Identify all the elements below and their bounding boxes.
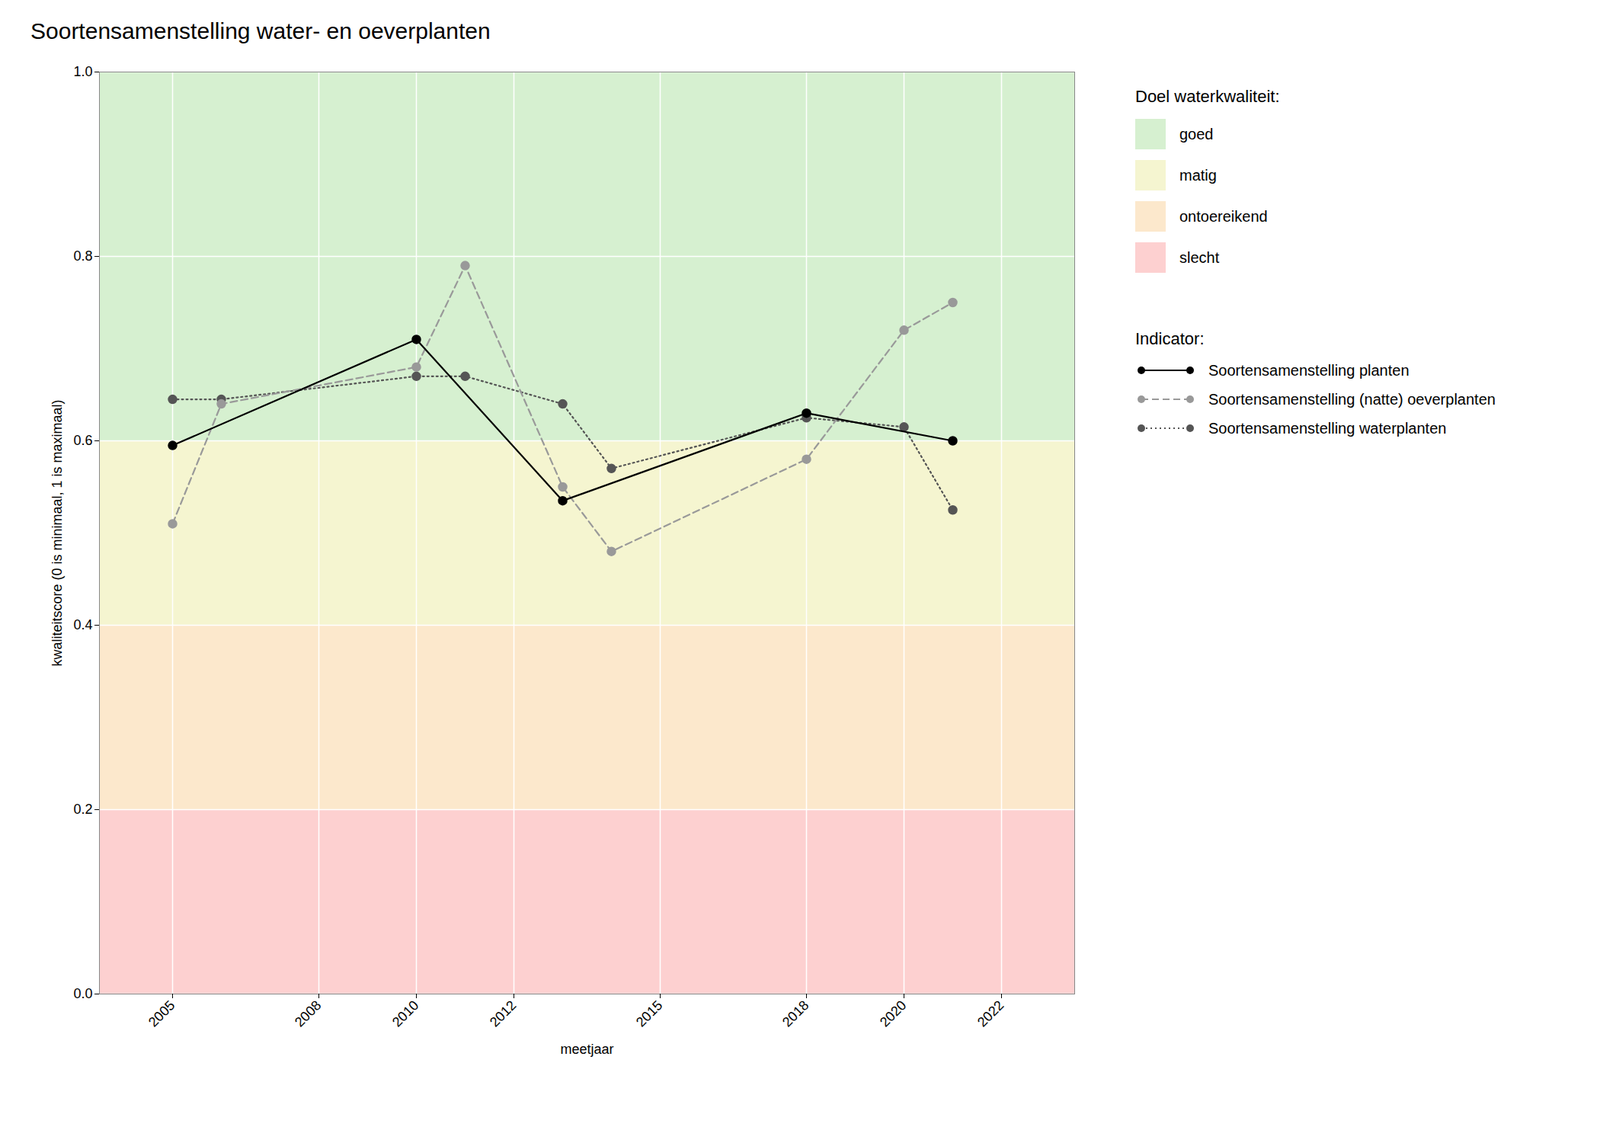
- svg-text:2010: 2010: [389, 997, 422, 1030]
- svg-text:0.8: 0.8: [73, 248, 93, 264]
- svg-text:kwaliteitscore (0 is minimaal,: kwaliteitscore (0 is minimaal, 1 is maxi…: [49, 399, 65, 666]
- svg-text:1.0: 1.0: [73, 64, 93, 80]
- svg-text:2008: 2008: [291, 997, 324, 1030]
- svg-text:2020: 2020: [876, 997, 909, 1030]
- svg-text:meetjaar: meetjaar: [560, 1041, 614, 1057]
- svg-text:2018: 2018: [779, 997, 812, 1030]
- html-text:ontoereikend: ontoereikend: [1179, 207, 1268, 225]
- svg-text:0.6: 0.6: [73, 432, 93, 448]
- html-text:Soortensamenstelling planten: Soortensamenstelling planten: [1208, 361, 1410, 379]
- html-text:Indicator:: Indicator:: [1135, 329, 1205, 349]
- html-text:Soortensamenstelling water- en: Soortensamenstelling water- en oeverplan…: [30, 18, 491, 44]
- svg-text:2022: 2022: [974, 997, 1007, 1030]
- html-text:slecht: slecht: [1179, 248, 1220, 266]
- svg-text:2012: 2012: [486, 997, 519, 1030]
- html-text:Doel waterkwaliteit:: Doel waterkwaliteit:: [1135, 86, 1280, 106]
- svg-text:2005: 2005: [145, 997, 178, 1030]
- svg-text:0.4: 0.4: [73, 617, 93, 633]
- svg-text:0.2: 0.2: [73, 801, 93, 817]
- svg-text:0.0: 0.0: [73, 985, 93, 1002]
- html-text:goed: goed: [1179, 125, 1214, 143]
- html-text:Soortensamenstelling waterplan: Soortensamenstelling waterplanten: [1208, 419, 1447, 437]
- html-text:matig: matig: [1179, 166, 1217, 184]
- svg-text:2015: 2015: [633, 997, 666, 1030]
- html-text:Soortensamenstelling (natte) o: Soortensamenstelling (natte) oeverplante…: [1208, 390, 1496, 408]
